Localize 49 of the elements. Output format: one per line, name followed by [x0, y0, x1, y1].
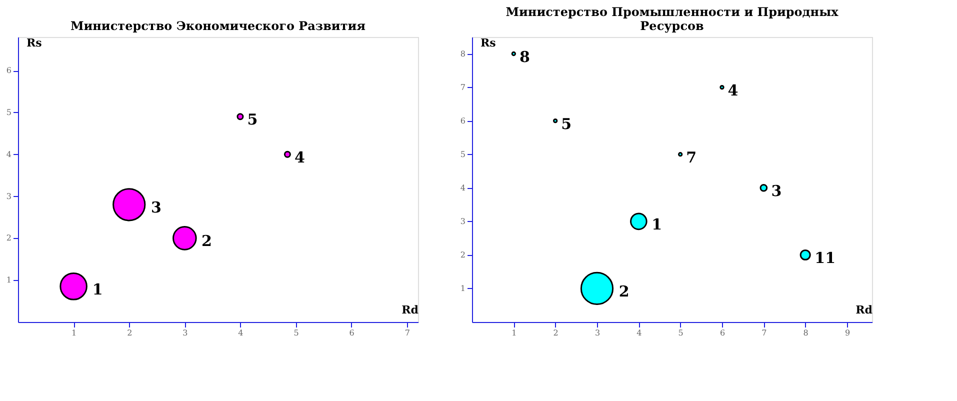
x-tick-label: 6 [349, 328, 354, 338]
annotation: 5 [561, 114, 572, 133]
x-tick-label: 8 [803, 328, 808, 338]
chart-title: Министерство Промышленности и Природных Ресурсов [506, 5, 840, 33]
y-tick-label: 8 [460, 49, 466, 58]
y-tick-label: 5 [460, 150, 466, 159]
x-tick-label: 7 [404, 328, 410, 338]
x-tick-label: 6 [720, 328, 726, 338]
annotation: 1 [92, 280, 103, 298]
y-tick-label: 3 [6, 192, 12, 201]
annotation: 3 [771, 182, 782, 200]
y-tick-label: 5 [6, 108, 12, 117]
y-tick-label: 4 [6, 150, 12, 159]
x-tick-label: 5 [678, 328, 684, 338]
x-tick-label: 4 [238, 328, 244, 338]
y-tick-label: 2 [460, 250, 466, 260]
annotation: 1 [652, 215, 662, 234]
y-tick-label: 4 [460, 183, 466, 192]
annotation: 2 [202, 232, 212, 250]
y-tick-label: 7 [460, 82, 466, 92]
annotation: 2 [618, 282, 630, 300]
x-tick-label: 3 [182, 328, 188, 338]
x-tick-label: 5 [294, 328, 299, 338]
y-axis-title: Rs [26, 36, 42, 50]
x-tick-label: 1 [72, 328, 77, 338]
chart-title: Министерство Экономического Развития [70, 19, 366, 33]
annotation: 7 [686, 148, 697, 166]
x-axis-title: Rd [402, 304, 419, 316]
y-axis-title: Rs [480, 36, 496, 50]
annotation: 8 [519, 48, 530, 66]
x-tick-label: 9 [844, 328, 850, 338]
x-tick-label: 2 [127, 328, 132, 338]
x-tick-label: 7 [762, 328, 767, 338]
x-tick-label: 4 [636, 328, 642, 338]
x-tick-label: 1 [512, 328, 517, 338]
y-tick-label: 1 [6, 276, 12, 285]
y-tick-label: 6 [460, 116, 466, 126]
x-tick-label: 2 [553, 328, 558, 338]
annotation: 5 [247, 110, 258, 129]
annotation: 11 [814, 248, 836, 267]
y-tick-label: 2 [6, 234, 12, 243]
y-tick-label: 3 [460, 216, 466, 226]
x-axis-title: Rd [856, 304, 873, 316]
y-tick-label: 6 [6, 66, 12, 76]
annotation: 4 [294, 148, 305, 166]
y-tick-label: 1 [460, 284, 466, 293]
annotation: 3 [150, 198, 162, 217]
x-tick-label: 3 [594, 328, 600, 338]
annotation: 4 [728, 81, 738, 100]
